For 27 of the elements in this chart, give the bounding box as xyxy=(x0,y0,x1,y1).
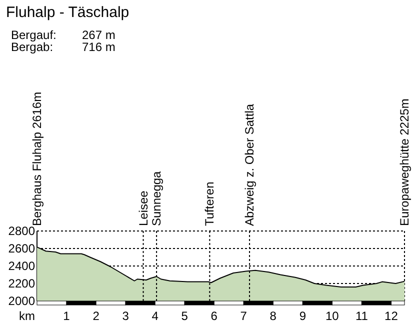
text: Berghaus Fluhalp 2616m xyxy=(30,92,44,226)
x-tick-label: 9 xyxy=(299,309,306,323)
ref-line-label: Leisee xyxy=(136,190,150,226)
text: Bergauf: 267 m xyxy=(11,28,116,42)
x-tick-label: 10 xyxy=(326,309,340,323)
y-tick-label: 2800 xyxy=(8,224,36,238)
text: Bergab: 716 m xyxy=(11,40,116,54)
text: Europaweghütte 2225m xyxy=(398,98,412,226)
x-tick-label: 2 xyxy=(92,309,100,323)
x-tick-label: 12 xyxy=(384,309,398,323)
y-tick-label: 2600 xyxy=(8,242,36,256)
x-tick-label: 7 xyxy=(240,309,248,323)
x-tick-label: 1 xyxy=(63,309,70,323)
chart-title: Fluhalp - Täschalp xyxy=(6,4,130,21)
x-tick-label: 11 xyxy=(355,309,368,323)
x-tick-label: 4 xyxy=(152,309,159,323)
x-tick-label: 5 xyxy=(181,309,188,323)
ref-line-label: Tufteren xyxy=(202,182,217,226)
x-tick-label: 6 xyxy=(210,309,218,323)
y-tick-label: 2000 xyxy=(8,294,36,308)
ref-line-label: Abzweig z. Ober Sattla xyxy=(242,104,257,226)
x-tick-label: 3 xyxy=(122,309,130,323)
x-tick-label: 8 xyxy=(270,309,277,323)
y-tick-label: 2400 xyxy=(8,259,36,274)
x-axis-title: km xyxy=(19,309,35,323)
y-tick-label: 2200 xyxy=(8,276,36,291)
ref-line-label: Sunnegga xyxy=(150,170,164,226)
